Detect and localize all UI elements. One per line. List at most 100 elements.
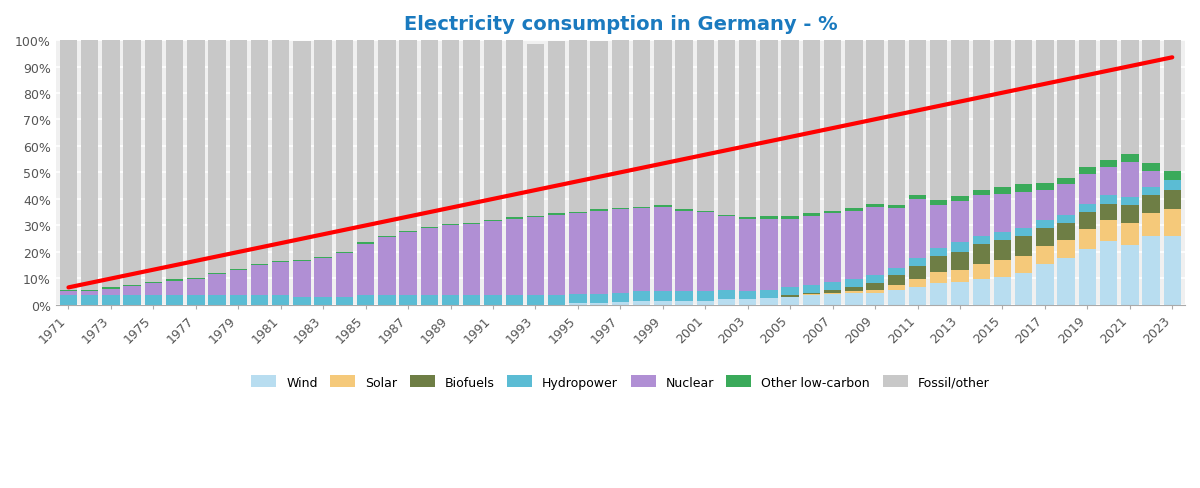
Bar	[1100, 168, 1117, 195]
Bar	[845, 209, 863, 211]
Bar	[972, 264, 990, 280]
Bar	[888, 209, 905, 268]
Bar	[548, 214, 565, 215]
Bar	[994, 194, 1012, 232]
Bar	[972, 195, 990, 236]
Bar	[718, 41, 736, 215]
Bar	[824, 290, 841, 293]
Bar	[1142, 195, 1159, 214]
Bar	[888, 290, 905, 305]
Bar	[102, 41, 120, 288]
Bar	[293, 297, 311, 305]
Bar	[187, 41, 204, 279]
Bar	[1015, 228, 1032, 236]
Bar	[972, 244, 990, 264]
Bar	[866, 41, 883, 204]
Bar	[1037, 247, 1054, 264]
Bar	[1121, 155, 1139, 163]
Bar	[1142, 187, 1159, 195]
Bar	[1079, 41, 1096, 168]
Bar	[952, 243, 968, 252]
Bar	[952, 252, 968, 271]
Bar	[718, 300, 736, 305]
Bar	[336, 253, 353, 297]
Bar	[888, 41, 905, 206]
Bar	[632, 41, 650, 207]
Bar	[1164, 172, 1181, 181]
Bar	[124, 41, 140, 285]
Bar	[1079, 249, 1096, 305]
Bar	[676, 292, 692, 301]
Bar	[209, 275, 226, 296]
Bar	[930, 206, 948, 248]
Bar	[356, 296, 374, 305]
Bar	[761, 41, 778, 217]
Bar	[485, 41, 502, 221]
Bar	[676, 301, 692, 305]
Bar	[145, 41, 162, 283]
Bar	[632, 301, 650, 305]
Bar	[1015, 273, 1032, 305]
Bar	[251, 41, 269, 264]
Bar	[908, 195, 926, 200]
Bar	[888, 268, 905, 276]
Bar	[824, 294, 841, 305]
Bar	[505, 41, 523, 218]
Bar	[972, 190, 990, 195]
Bar	[314, 259, 332, 297]
Bar	[1037, 221, 1054, 228]
Bar	[1142, 214, 1159, 236]
Bar	[761, 290, 778, 298]
Bar	[1100, 204, 1117, 221]
Bar	[908, 259, 926, 266]
Bar	[994, 41, 1012, 187]
Bar	[866, 276, 883, 284]
Bar	[952, 283, 968, 305]
Bar	[272, 263, 289, 296]
Bar	[527, 45, 544, 217]
Bar	[293, 260, 311, 262]
Bar	[676, 211, 692, 292]
Bar	[102, 289, 120, 296]
Bar	[952, 271, 968, 283]
Bar	[1142, 236, 1159, 305]
Bar	[696, 211, 714, 213]
Bar	[1079, 204, 1096, 213]
Bar	[209, 273, 226, 275]
Bar	[654, 41, 672, 206]
Bar	[930, 41, 948, 201]
Bar	[251, 265, 269, 296]
Bar	[421, 41, 438, 227]
Bar	[930, 284, 948, 305]
Bar	[908, 280, 926, 288]
Bar	[378, 238, 396, 296]
Bar	[866, 293, 883, 305]
Bar	[1015, 236, 1032, 256]
Bar	[251, 264, 269, 265]
Bar	[696, 292, 714, 301]
Bar	[209, 41, 226, 273]
Bar	[781, 288, 799, 296]
Bar	[781, 217, 799, 219]
Bar	[739, 218, 756, 219]
Bar	[845, 280, 863, 288]
Bar	[803, 214, 820, 217]
Bar	[356, 40, 374, 243]
Bar	[378, 236, 396, 238]
Bar	[824, 211, 841, 214]
Bar	[187, 296, 204, 305]
Bar	[1121, 245, 1139, 305]
Bar	[824, 293, 841, 294]
Bar	[1057, 178, 1075, 185]
Bar	[400, 296, 416, 305]
Bar	[400, 232, 416, 296]
Bar	[888, 206, 905, 209]
Bar	[1037, 190, 1054, 221]
Bar	[548, 296, 565, 305]
Bar	[761, 298, 778, 305]
Bar	[654, 301, 672, 305]
Bar	[272, 296, 289, 305]
Bar	[994, 232, 1012, 240]
Bar	[994, 260, 1012, 277]
Bar	[60, 296, 77, 305]
